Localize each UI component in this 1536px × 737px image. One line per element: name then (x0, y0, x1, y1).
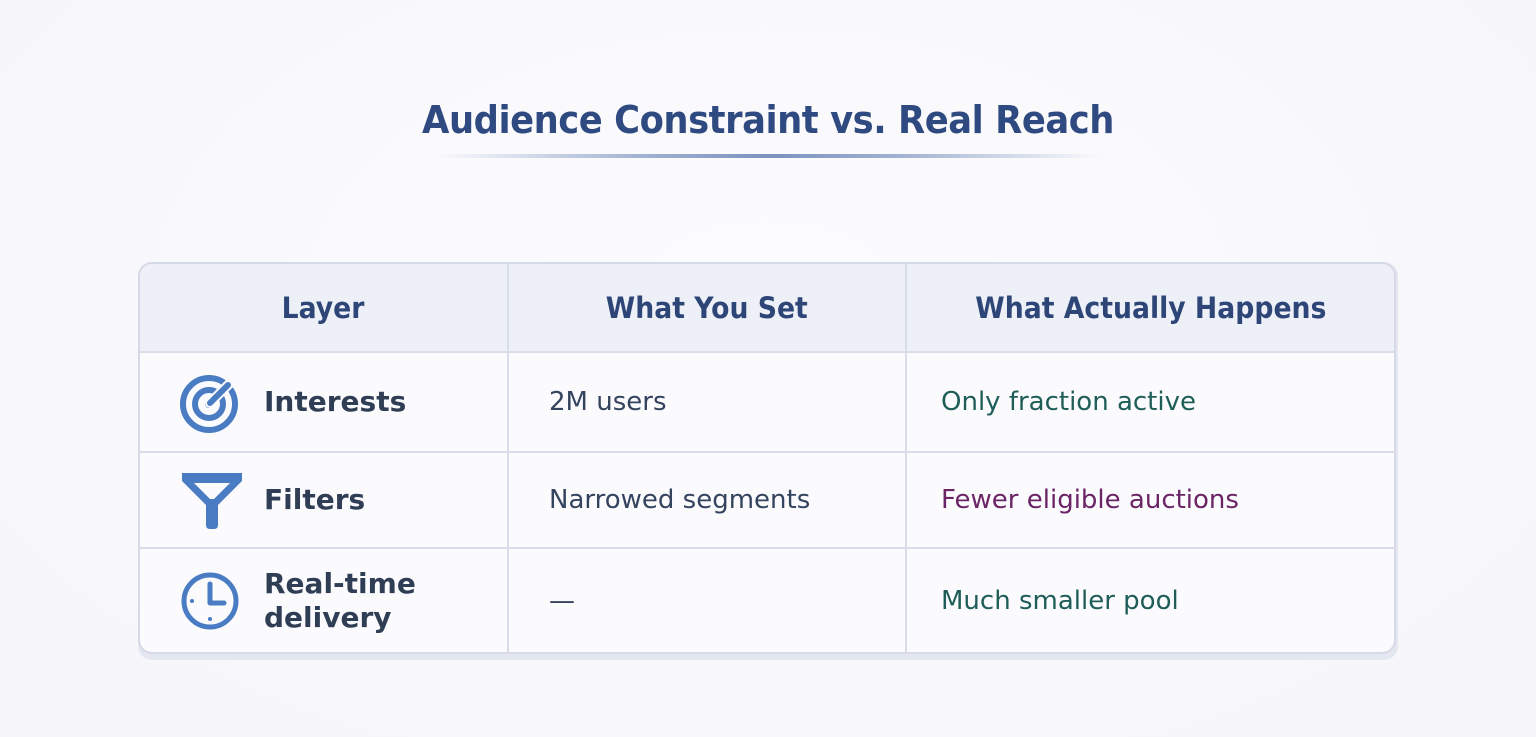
what-you-set-cell: 2M users (508, 352, 907, 453)
layer-cell: Filters (140, 452, 509, 549)
table-header-row: Layer What You Set What Actually Happens (140, 264, 1394, 353)
what-happens-cell: Only fraction active (906, 352, 1394, 453)
what-happens-cell: Fewer eligible auctions (906, 452, 1394, 549)
layer-cell: Real-time delivery (140, 548, 509, 652)
clock-icon (180, 570, 242, 632)
table-row: Filters Narrowed segments Fewer eligible… (140, 452, 1394, 549)
comparison-table: Layer What You Set What Actually Happens (138, 262, 1396, 654)
header-layer: Layer (140, 264, 509, 353)
layer-label: Real-time delivery (264, 566, 416, 634)
what-happens-cell: Much smaller pool (941, 585, 1179, 616)
what-you-set-cell: — (508, 548, 907, 652)
table-row: Real-time delivery — Much smaller pool (140, 548, 1394, 652)
table-row: Interests 2M users Only fraction active (140, 352, 1394, 453)
header-what-actually-happens: What Actually Happens (906, 264, 1394, 353)
layer-label: Filters (264, 483, 366, 516)
target-icon (180, 371, 242, 433)
page-title: Audience Constraint vs. Real Reach (422, 98, 1114, 142)
layer-cell: Interests (140, 352, 509, 453)
header-what-you-set: What You Set (508, 264, 907, 353)
layer-label: Interests (264, 385, 407, 418)
funnel-icon (180, 469, 242, 531)
title-underline (440, 154, 1100, 158)
what-you-set-cell: Narrowed segments (508, 452, 907, 549)
